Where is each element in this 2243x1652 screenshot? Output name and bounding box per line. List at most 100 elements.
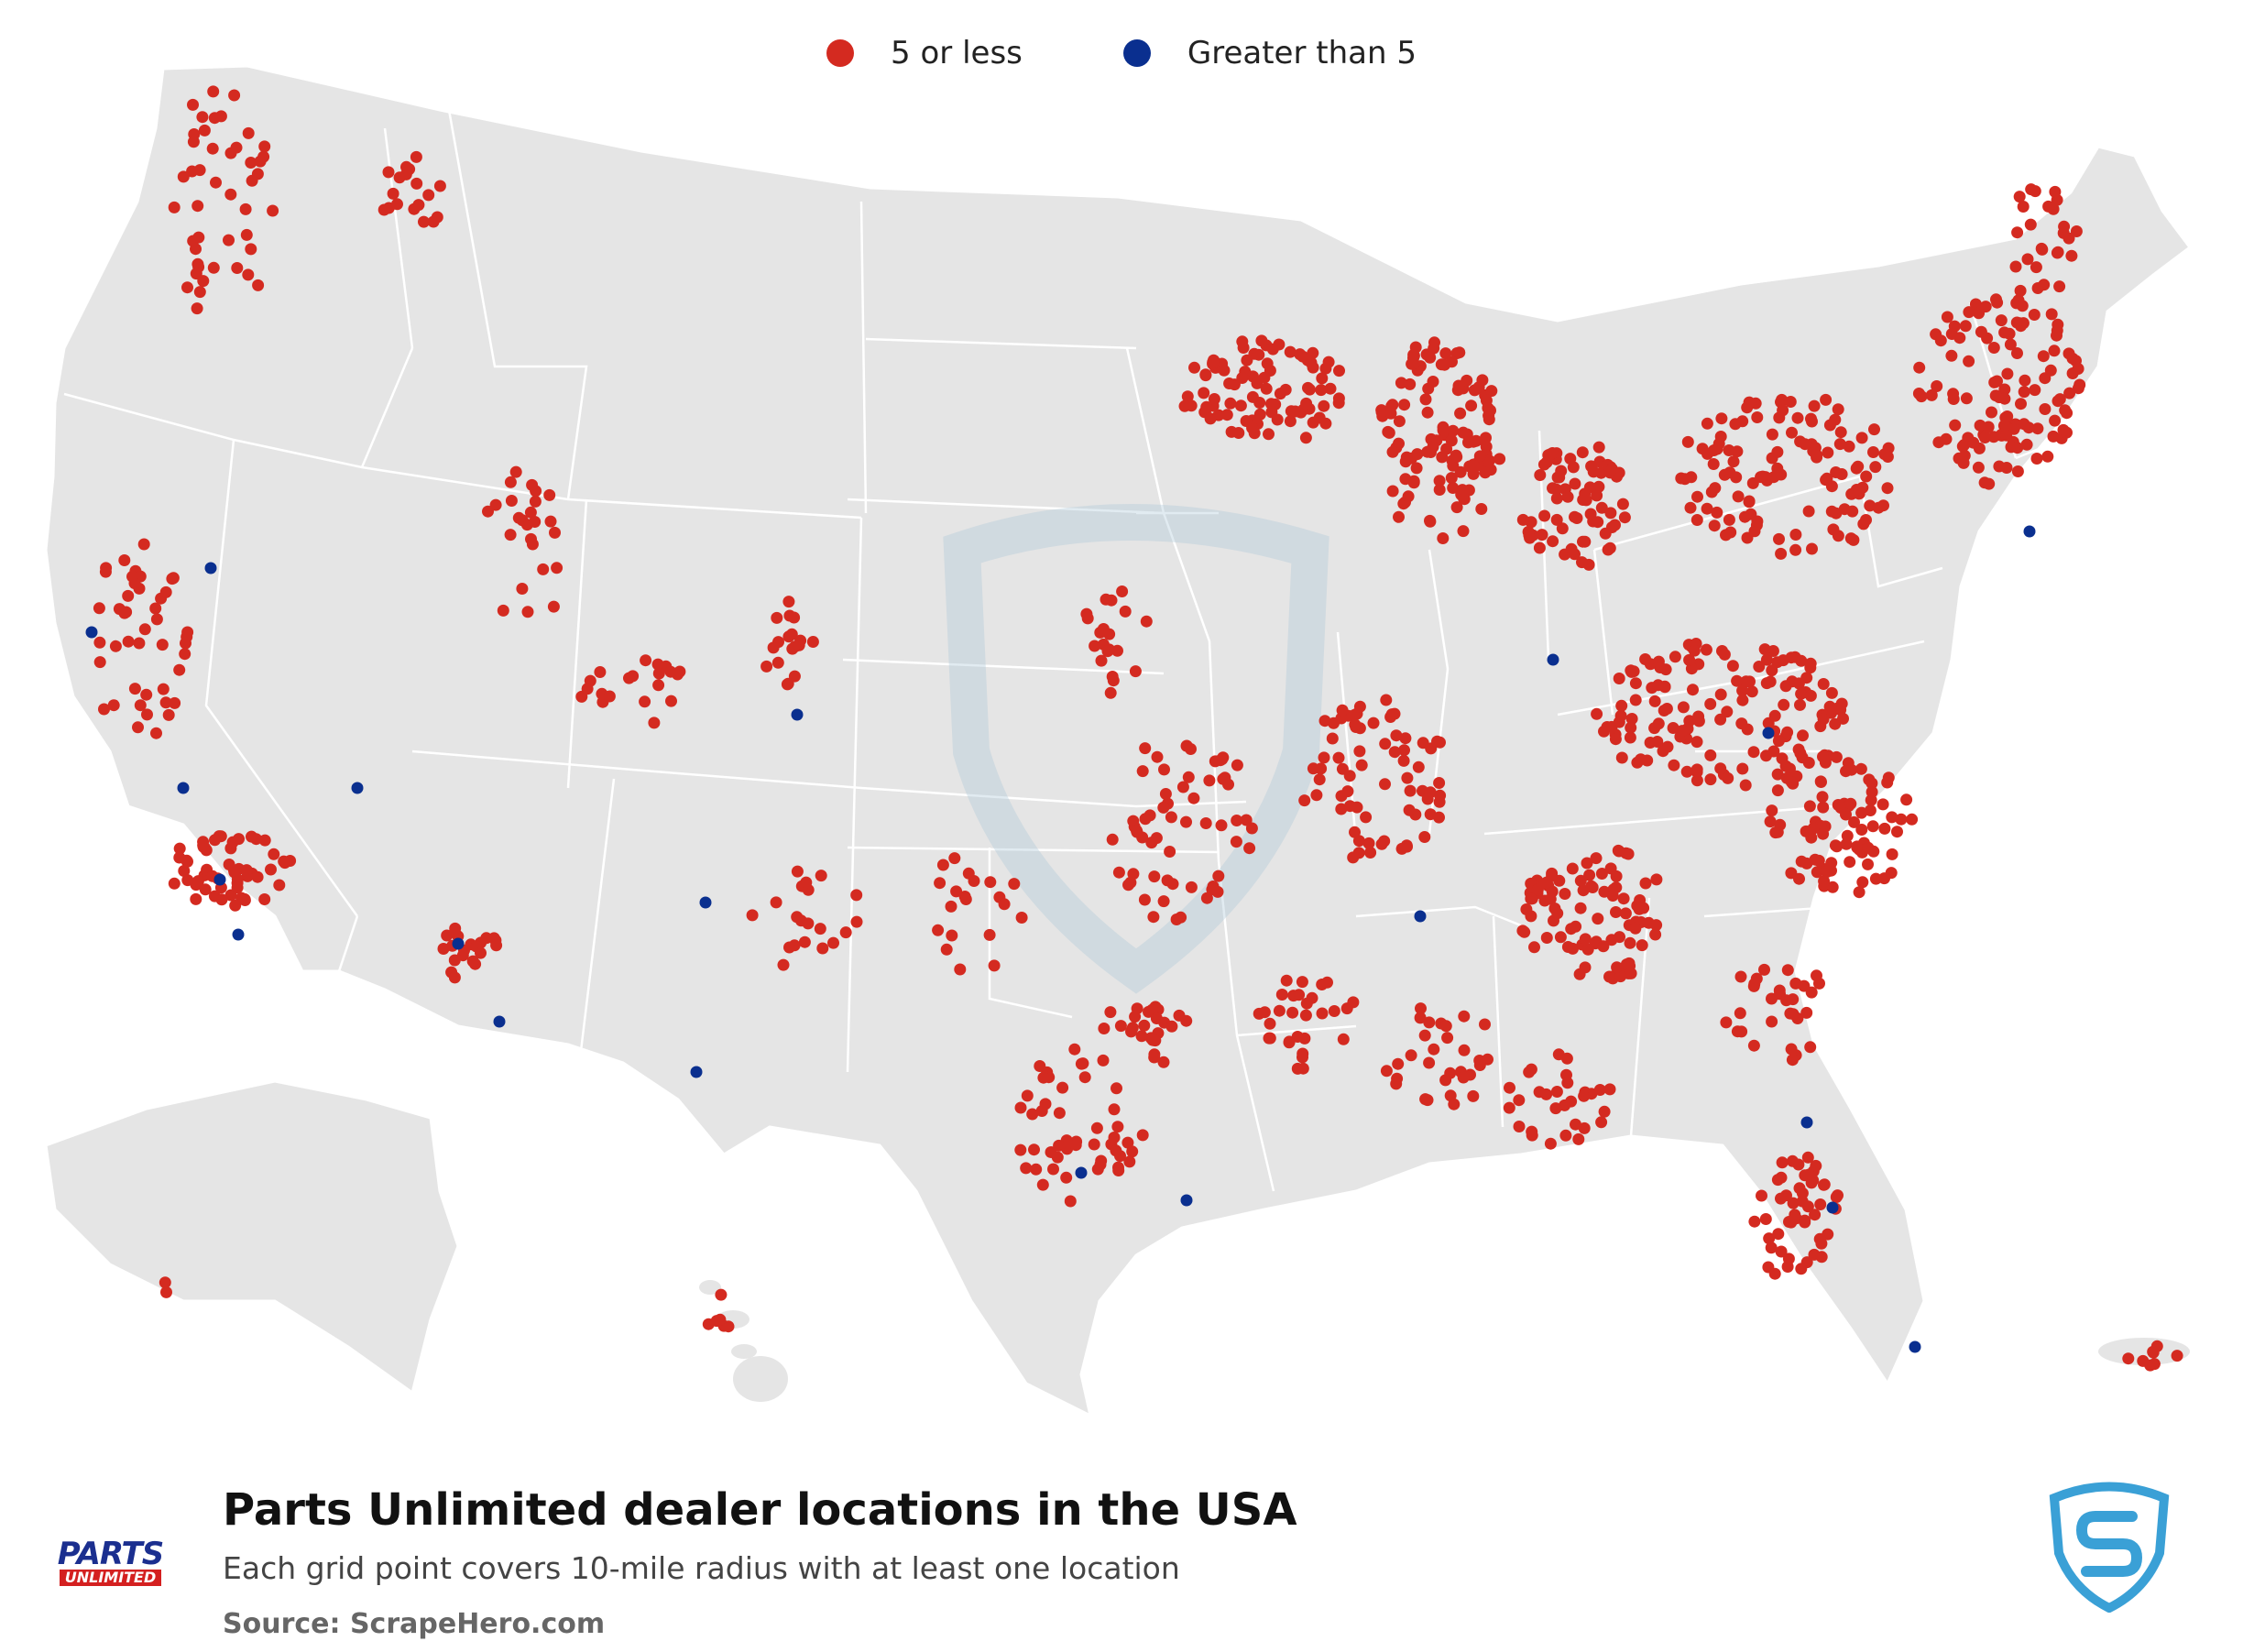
alaska-shape [44,1079,460,1395]
dealer-dot [1721,706,1734,718]
dealer-dot [1815,1251,1828,1264]
dealer-dot [1483,413,1495,426]
dealer-dot [1773,984,1786,997]
dealer-dot [1454,407,1467,420]
dealer-dot [1551,907,1564,920]
dealer-dot-high [699,896,712,909]
legend-label-high: Greater than 5 [1187,35,1417,71]
dealer-dot [1773,532,1785,545]
dealer-dot [1700,643,1712,656]
dealer-dot [1135,1030,1148,1043]
dealer-dot-high [1826,1201,1839,1214]
dealer-dot [1419,393,1432,406]
dealer-dot [382,166,395,179]
dealer-dot [1467,458,1480,471]
dealer-dot [1738,510,1751,523]
dealer-dot [1991,375,2003,388]
dealer-dot [1318,399,1330,412]
dealer-dot [1732,490,1745,503]
dealer-dot [1554,931,1567,944]
dealer-dot [2171,1350,2183,1362]
dealer-dot [1804,689,1817,702]
dealer-dot [788,611,801,624]
dealer-dot [1726,660,1739,673]
dealer-dot [482,505,494,518]
dealer-dot [1540,876,1553,889]
dealer-dot [1766,428,1778,441]
dealer-dot [1895,813,1908,826]
dealer-dot [1397,754,1410,767]
dealer-dot [1787,1197,1800,1209]
dealer-dot [1299,1009,1312,1022]
dealer-dot [1584,508,1597,520]
dealer-dot [1809,1209,1822,1221]
dealer-dot [1089,640,1101,652]
dealer-dot [1734,970,1747,983]
dealer-dot [207,261,220,274]
dealer-dot [1518,925,1531,938]
dealer-dot [1618,511,1631,524]
dealer-dot [547,600,560,613]
dealer-dot [1147,911,1160,924]
dealer-dot [431,211,443,224]
dealer-dot [1743,495,1756,508]
dealer-dot [1538,894,1551,907]
dealer-dot [1275,989,1288,1001]
dealer-dot [1185,743,1197,755]
dealer-dot [968,875,980,887]
dealer-dot [1138,893,1151,906]
dealer-dot [1835,697,1848,710]
dealer-dot [157,683,170,695]
dealer-dot [1385,708,1398,721]
chart-subtitle: Each grid point covers 10-mile radius wi… [223,1550,1180,1586]
dealer-dot [1947,388,1960,400]
dealer-dot [240,228,253,241]
dealer-dot [1212,870,1225,882]
dealer-dot [1014,1101,1027,1114]
dealer-dot [1852,460,1865,473]
dealer-dot [1450,501,1463,514]
dealer-dot [122,635,135,648]
dealer-dot [1310,789,1323,802]
dealer-dot [1364,847,1377,859]
dealer-dot [1989,389,2002,402]
dealer-dot [1418,831,1431,843]
dealer-dot [93,636,106,649]
dealer-dot [1106,671,1119,683]
dealer-dot [1789,529,1802,541]
dealer-dot [648,717,661,729]
dealer-dot [1525,910,1537,923]
dealer-dot [1766,804,1778,817]
dealer-dot [529,495,542,508]
dealer-dot [1811,449,1823,462]
dealer-dots-5-or-less [93,85,2183,1372]
dealer-dot [1255,334,1268,347]
dealer-dot [1799,1216,1811,1229]
dealer-dot [268,848,280,860]
dealer-dot [178,865,191,877]
dealer-dot [1747,1039,1760,1052]
dealer-dot-high [1547,653,1559,666]
dealer-dot [245,243,257,256]
dealer-dot [1576,446,1589,459]
dealer-dot [133,637,146,650]
dealer-dot [959,893,972,905]
shield-watermark [943,504,1329,994]
dealer-dot [2018,386,2030,399]
dealer-dot [777,958,790,971]
dealer-dot [806,636,819,648]
dealer-dot [983,928,996,941]
dealer-dot [1642,916,1655,929]
dealer-dot [1332,751,1345,764]
dealer-dot [1932,436,1945,449]
dealer-dot [1982,421,1995,433]
dealer-dot [2017,201,2030,213]
dealer-dot [1777,654,1789,667]
dealer-dot [1772,1228,1785,1241]
dealer-dot [1439,358,1451,371]
dealer-dot [1624,936,1636,949]
dealer-dot [1781,964,1794,977]
dealer-dot [1111,1082,1122,1095]
dealer-dot [162,708,175,721]
dealer-dot [233,833,245,846]
